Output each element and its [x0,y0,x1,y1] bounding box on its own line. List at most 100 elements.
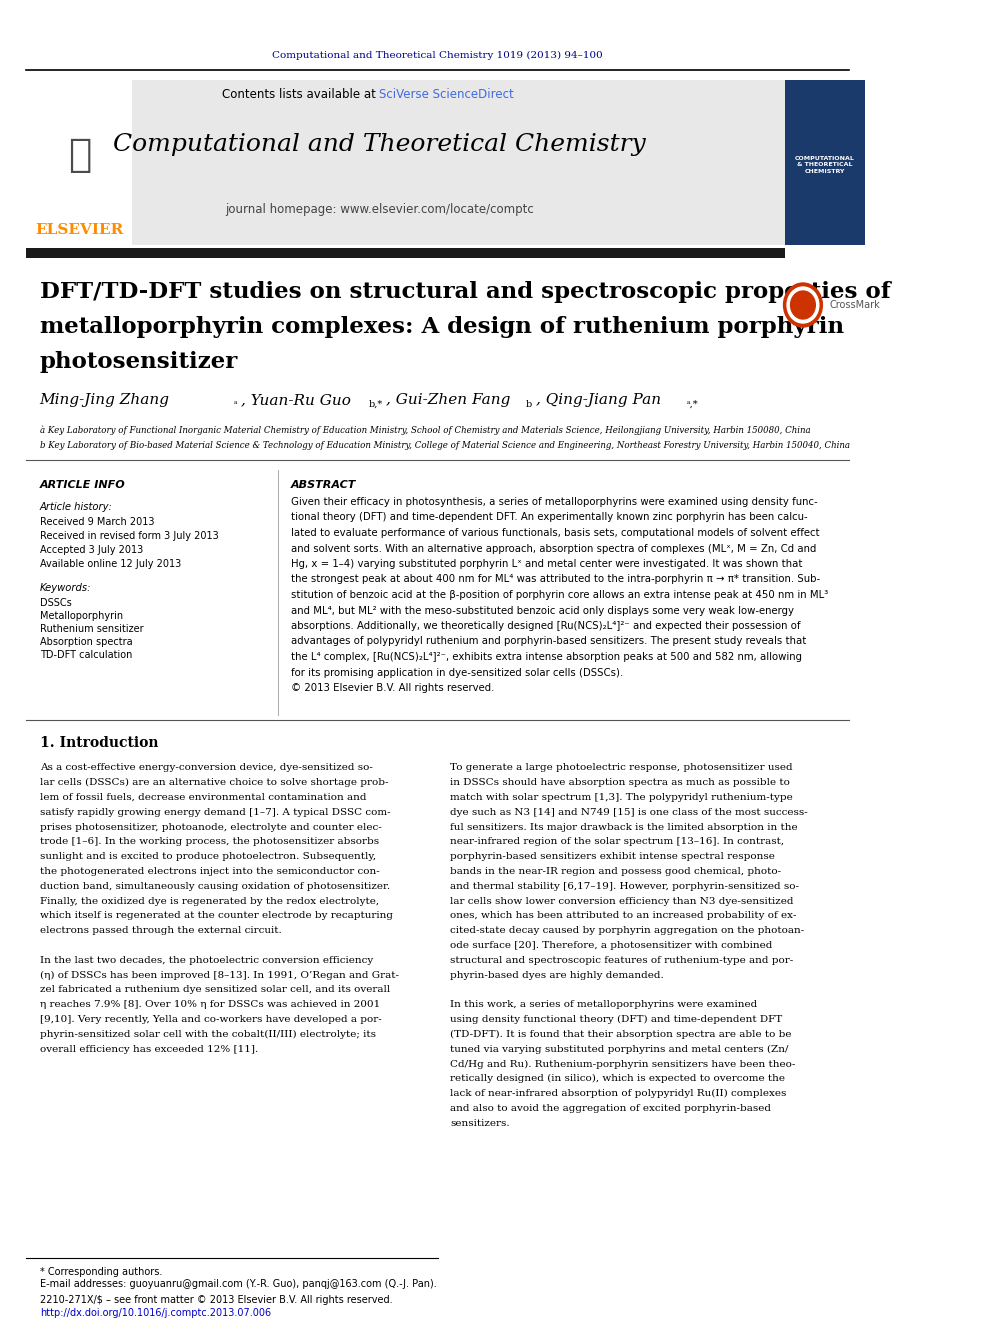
Text: ARTICLE INFO: ARTICLE INFO [40,480,125,490]
FancyBboxPatch shape [27,79,132,245]
Text: Received in revised form 3 July 2013: Received in revised form 3 July 2013 [40,531,218,541]
Text: electrons passed through the external circuit.: electrons passed through the external ci… [40,926,282,935]
Text: (TD-DFT). It is found that their absorption spectra are able to be: (TD-DFT). It is found that their absorpt… [450,1029,792,1039]
Text: TD-DFT calculation: TD-DFT calculation [40,650,132,660]
Text: zel fabricated a ruthenium dye sensitized solar cell, and its overall: zel fabricated a ruthenium dye sensitize… [40,986,390,995]
Text: Contents lists available at: Contents lists available at [222,89,379,102]
Text: DFT/TD-DFT studies on structural and spectroscopic properties of: DFT/TD-DFT studies on structural and spe… [40,280,891,303]
Text: for its promising application in dye-sensitized solar cells (DSSCs).: for its promising application in dye-sen… [292,668,623,677]
Text: Available online 12 July 2013: Available online 12 July 2013 [40,560,181,569]
Text: retically designed (in silico), which is expected to overcome the: retically designed (in silico), which is… [450,1074,785,1084]
Text: near-infrared region of the solar spectrum [13–16]. In contrast,: near-infrared region of the solar spectr… [450,837,784,847]
Text: duction band, simultaneously causing oxidation of photosensitizer.: duction band, simultaneously causing oxi… [40,882,390,890]
Text: 1. Introduction: 1. Introduction [40,736,158,750]
Text: (η) of DSSCs has been improved [8–13]. In 1991, O’Regan and Grat-: (η) of DSSCs has been improved [8–13]. I… [40,971,399,980]
Text: lem of fossil fuels, decrease environmental contamination and: lem of fossil fuels, decrease environmen… [40,792,366,802]
Text: CrossMark: CrossMark [829,300,880,310]
Text: journal homepage: www.elsevier.com/locate/comptc: journal homepage: www.elsevier.com/locat… [225,204,534,217]
Text: the photogenerated electrons inject into the semiconductor con-: the photogenerated electrons inject into… [40,867,380,876]
Text: b: b [526,400,532,409]
Text: http://dx.doi.org/10.1016/j.comptc.2013.07.006: http://dx.doi.org/10.1016/j.comptc.2013.… [40,1308,271,1318]
Text: in DSSCs should have absorption spectra as much as possible to: in DSSCs should have absorption spectra … [450,778,790,787]
Text: ᵃ: ᵃ [234,400,237,409]
Text: Keywords:: Keywords: [40,583,91,593]
Text: which itself is regenerated at the counter electrode by recapturing: which itself is regenerated at the count… [40,912,393,921]
Text: photosensitizer: photosensitizer [40,351,238,373]
Text: sensitizers.: sensitizers. [450,1119,510,1127]
Text: Given their efficacy in photosynthesis, a series of metalloporphyrins were exami: Given their efficacy in photosynthesis, … [292,497,817,507]
Text: ful sensitizers. Its major drawback is the limited absorption in the: ful sensitizers. Its major drawback is t… [450,823,798,832]
Text: Cd/Hg and Ru). Ruthenium-porphyrin sensitizers have been theo-: Cd/Hg and Ru). Ruthenium-porphyrin sensi… [450,1060,796,1069]
Text: b Key Laboratory of Bio-based Material Science & Technology of Education Ministr: b Key Laboratory of Bio-based Material S… [40,442,850,451]
Text: and ML⁴, but ML² with the meso-substituted benzoic acid only displays some very : and ML⁴, but ML² with the meso-substitut… [292,606,795,615]
Text: Ming-Jing Zhang: Ming-Jing Zhang [40,393,170,407]
Text: and thermal stability [6,17–19]. However, porphyrin-sensitized so-: and thermal stability [6,17–19]. However… [450,882,799,890]
Text: prises photosensitizer, photoanode, electrolyte and counter elec-: prises photosensitizer, photoanode, elec… [40,823,382,832]
Text: Article history:: Article history: [40,501,112,512]
Text: Computational and Theoretical Chemistry 1019 (2013) 94–100: Computational and Theoretical Chemistry … [272,50,603,60]
Text: dye such as N3 [14] and N749 [15] is one class of the most success-: dye such as N3 [14] and N749 [15] is one… [450,808,807,816]
Text: η reaches 7.9% [8]. Over 10% η for DSSCs was achieved in 2001: η reaches 7.9% [8]. Over 10% η for DSSCs… [40,1000,380,1009]
Text: As a cost-effective energy-conversion device, dye-sensitized so-: As a cost-effective energy-conversion de… [40,763,373,773]
Text: lack of near-infrared absorption of polypyridyl Ru(II) complexes: lack of near-infrared absorption of poly… [450,1089,787,1098]
Text: ode surface [20]. Therefore, a photosensitizer with combined: ode surface [20]. Therefore, a photosens… [450,941,773,950]
Text: cited-state decay caused by porphyrin aggregation on the photoan-: cited-state decay caused by porphyrin ag… [450,926,805,935]
Text: ABSTRACT: ABSTRACT [292,480,356,490]
Text: , Qing-Jiang Pan: , Qing-Jiang Pan [537,393,662,407]
Text: Metalloporphyrin: Metalloporphyrin [40,611,123,620]
Text: lar cells show lower conversion efficiency than N3 dye-sensitized: lar cells show lower conversion efficien… [450,897,794,906]
Text: phyrin-sensitized solar cell with the cobalt(II/III) electrolyte; its: phyrin-sensitized solar cell with the co… [40,1029,376,1039]
Text: Received 9 March 2013: Received 9 March 2013 [40,517,154,527]
Text: overall efficiency has exceeded 12% [11].: overall efficiency has exceeded 12% [11]… [40,1045,258,1053]
Text: sunlight and is excited to produce photoelectron. Subsequently,: sunlight and is excited to produce photo… [40,852,376,861]
Text: In the last two decades, the photoelectric conversion efficiency: In the last two decades, the photoelectr… [40,957,373,964]
Text: and also to avoid the aggregation of excited porphyrin-based: and also to avoid the aggregation of exc… [450,1103,771,1113]
Text: * Corresponding authors.: * Corresponding authors. [40,1267,162,1277]
Text: DSSCs: DSSCs [40,598,71,609]
Text: [9,10]. Very recently, Yella and co-workers have developed a por-: [9,10]. Very recently, Yella and co-work… [40,1015,382,1024]
Text: metalloporphyrin complexes: A design of ruthenium porphyrin: metalloporphyrin complexes: A design of … [40,316,844,337]
Text: Accepted 3 July 2013: Accepted 3 July 2013 [40,545,143,556]
Text: bands in the near-IR region and possess good chemical, photo-: bands in the near-IR region and possess … [450,867,781,876]
Text: à Key Laboratory of Functional Inorganic Material Chemistry of Education Ministr: à Key Laboratory of Functional Inorganic… [40,425,810,435]
Text: the L⁴ complex, [Ru(NCS)₂L⁴]²⁻, exhibits extra intense absorption peaks at 500 a: the L⁴ complex, [Ru(NCS)₂L⁴]²⁻, exhibits… [292,652,803,662]
Text: Absorption spectra: Absorption spectra [40,636,132,647]
Text: ᵃ,*: ᵃ,* [686,400,698,409]
Text: COMPUTATIONAL
& THEORETICAL
CHEMISTRY: COMPUTATIONAL & THEORETICAL CHEMISTRY [795,156,855,175]
FancyBboxPatch shape [27,79,786,245]
Text: phyrin-based dyes are highly demanded.: phyrin-based dyes are highly demanded. [450,971,664,980]
Text: 🌳: 🌳 [67,136,91,175]
Text: Hg, x = 1–4) varying substituted porphyrin Lˣ and metal center were investigated: Hg, x = 1–4) varying substituted porphyr… [292,560,803,569]
Text: absorptions. Additionally, we theoretically designed [Ru(NCS)₂L⁴]²⁻ and expected: absorptions. Additionally, we theoretica… [292,620,801,631]
Text: To generate a large photoelectric response, photosensitizer used: To generate a large photoelectric respon… [450,763,793,773]
Text: using density functional theory (DFT) and time-dependent DFT: using density functional theory (DFT) an… [450,1015,783,1024]
Bar [27,247,786,258]
Text: Ruthenium sensitizer: Ruthenium sensitizer [40,624,143,634]
Text: SciVerse ScienceDirect: SciVerse ScienceDirect [379,89,514,102]
Text: lated to evaluate performance of various functionals, basis sets, computational : lated to evaluate performance of various… [292,528,819,538]
Text: stitution of benzoic acid at the β-position of porphyrin core allows an extra in: stitution of benzoic acid at the β-posit… [292,590,828,601]
Text: porphyrin-based sensitizers exhibit intense spectral response: porphyrin-based sensitizers exhibit inte… [450,852,775,861]
Circle shape [787,287,818,323]
Text: tional theory (DFT) and time-dependent DFT. An experimentally known zinc porphyr: tional theory (DFT) and time-dependent D… [292,512,807,523]
Text: structural and spectroscopic features of ruthenium-type and por-: structural and spectroscopic features of… [450,957,794,964]
Circle shape [784,283,822,327]
Text: © 2013 Elsevier B.V. All rights reserved.: © 2013 Elsevier B.V. All rights reserved… [292,683,495,693]
Text: trode [1–6]. In the working process, the photosensitizer absorbs: trode [1–6]. In the working process, the… [40,837,379,847]
Text: ones, which has been attributed to an increased probability of ex-: ones, which has been attributed to an in… [450,912,797,921]
Text: the strongest peak at about 400 nm for ML⁴ was attributed to the intra-porphyrin: the strongest peak at about 400 nm for M… [292,574,820,585]
Text: , Yuan-Ru Guo: , Yuan-Ru Guo [241,393,351,407]
Text: lar cells (DSSCs) are an alternative choice to solve shortage prob-: lar cells (DSSCs) are an alternative cho… [40,778,388,787]
Text: advantages of polypyridyl ruthenium and porphyrin-based sensitizers. The present: advantages of polypyridyl ruthenium and … [292,636,806,647]
Text: In this work, a series of metalloporphyrins were examined: In this work, a series of metalloporphyr… [450,1000,757,1009]
Circle shape [791,291,815,319]
Text: ELSEVIER: ELSEVIER [36,224,124,237]
Text: Computational and Theoretical Chemistry: Computational and Theoretical Chemistry [113,134,646,156]
Text: 2210-271X/$ – see front matter © 2013 Elsevier B.V. All rights reserved.: 2210-271X/$ – see front matter © 2013 El… [40,1295,392,1304]
Text: b,*: b,* [369,400,383,409]
Text: satisfy rapidly growing energy demand [1–7]. A typical DSSC com-: satisfy rapidly growing energy demand [1… [40,808,390,816]
Text: and solvent sorts. With an alternative approach, absorption spectra of complexes: and solvent sorts. With an alternative a… [292,544,816,553]
Text: E-mail addresses: guoyuanru@gmail.com (Y.-R. Guo), panqj@163.com (Q.-J. Pan).: E-mail addresses: guoyuanru@gmail.com (Y… [40,1279,436,1289]
Text: Finally, the oxidized dye is regenerated by the redox electrolyte,: Finally, the oxidized dye is regenerated… [40,897,379,906]
Text: match with solar spectrum [1,3]. The polypyridyl ruthenium-type: match with solar spectrum [1,3]. The pol… [450,792,793,802]
